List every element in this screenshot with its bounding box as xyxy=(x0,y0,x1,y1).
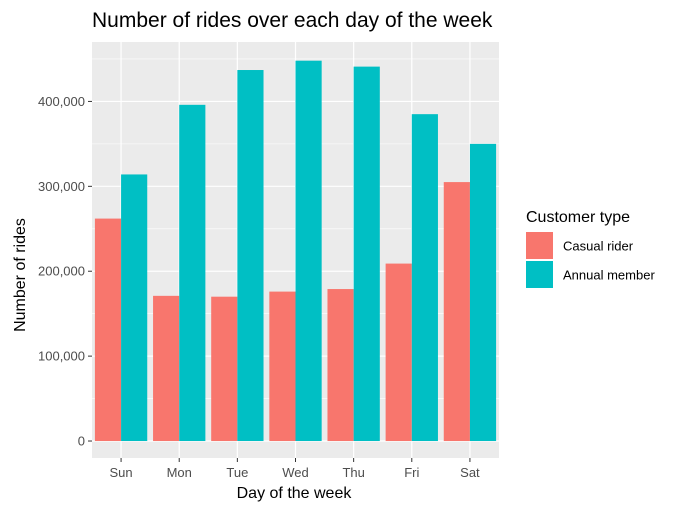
y-tick-label: 100,000 xyxy=(38,349,85,364)
x-tick-label: Tue xyxy=(226,465,248,480)
x-tick-label: Thu xyxy=(342,465,364,480)
bar-casual-rider-tue xyxy=(211,296,238,442)
bar-casual-rider-fri xyxy=(385,263,412,442)
bar-casual-rider-thu xyxy=(327,289,354,442)
x-tick-label: Fri xyxy=(404,465,419,480)
bar-annual-member-sat xyxy=(469,143,497,442)
y-tick-label: 400,000 xyxy=(38,94,85,109)
x-tick-label: Sun xyxy=(110,465,133,480)
bar-annual-member-thu xyxy=(353,66,380,442)
bar-annual-member-tue xyxy=(237,70,264,442)
legend-swatch xyxy=(526,232,553,259)
bars-group xyxy=(94,60,497,442)
legend: Customer type Casual rider Annual member xyxy=(526,209,655,288)
bar-casual-rider-wed xyxy=(269,291,296,442)
bar-annual-member-sun xyxy=(121,174,148,442)
legend-label: Casual rider xyxy=(563,239,634,254)
y-tick-label: 300,000 xyxy=(38,179,85,194)
legend-title: Customer type xyxy=(526,209,630,226)
x-tick-label: Sat xyxy=(460,465,480,480)
x-axis: Sun Mon Tue Wed Thu Fri Sat xyxy=(110,458,480,480)
bar-casual-rider-mon xyxy=(153,295,180,442)
legend-swatch xyxy=(526,261,553,288)
y-tick-label: 0 xyxy=(78,434,85,449)
bar-annual-member-fri xyxy=(411,114,438,442)
x-tick-label: Mon xyxy=(167,465,192,480)
y-axis-title: Number of rides xyxy=(12,218,29,332)
bar-annual-member-wed xyxy=(295,60,322,442)
bar-annual-member-mon xyxy=(179,104,206,442)
x-axis-title: Day of the week xyxy=(237,485,353,502)
y-tick-label: 200,000 xyxy=(38,264,85,279)
bar-casual-rider-sat xyxy=(443,182,470,442)
bar-casual-rider-sun xyxy=(94,218,122,442)
legend-label: Annual member xyxy=(563,268,655,283)
y-axis: 0 100,000 200,000 300,000 400,000 xyxy=(38,94,92,449)
x-tick-label: Wed xyxy=(282,465,309,480)
chart-title: Number of rides over each day of the wee… xyxy=(92,9,493,32)
